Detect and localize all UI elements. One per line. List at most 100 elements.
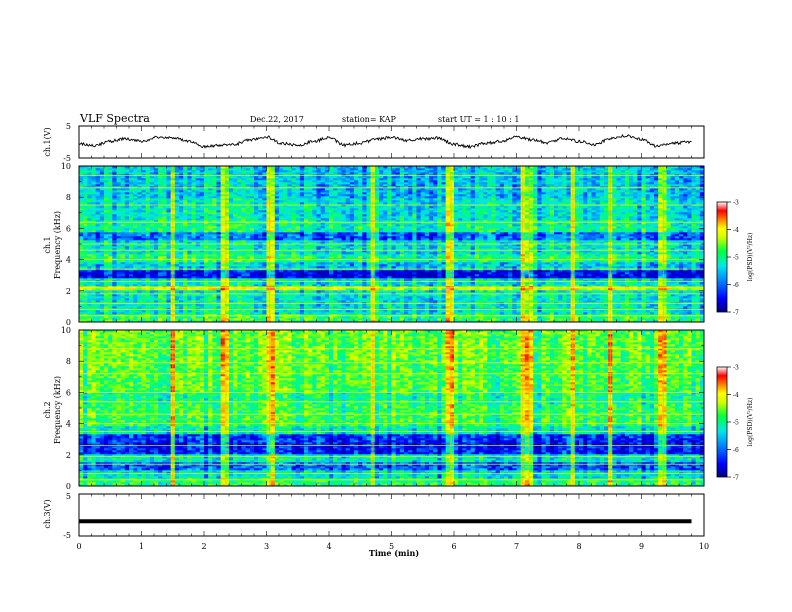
spectrogram-cell	[150, 252, 154, 254]
spectrogram-cell	[133, 206, 137, 208]
spectrogram-cell	[87, 190, 91, 192]
spectrogram-cell	[125, 230, 129, 232]
spectrogram-cell	[142, 274, 146, 276]
spectrogram-cell	[104, 296, 108, 298]
spectrogram-cell	[87, 284, 91, 286]
spectrogram-cell	[146, 172, 150, 174]
spectrogram-cell	[104, 170, 108, 172]
spectrogram-cell	[112, 206, 116, 208]
spectrogram-cell	[87, 206, 91, 208]
spectrogram-cell	[142, 312, 146, 314]
spectrogram-cell	[79, 218, 83, 220]
spectrogram-cell	[87, 306, 91, 308]
spectrogram-cell	[133, 264, 137, 266]
spectrogram-cell	[150, 276, 154, 278]
spectrogram-cell	[121, 184, 125, 186]
spectrogram-cell	[146, 168, 150, 170]
spectrogram-cell	[100, 294, 104, 296]
spectrogram-cell	[87, 180, 91, 182]
spectrogram-cell	[129, 276, 133, 278]
spectrogram-cell	[100, 178, 104, 180]
spectrogram-cell	[108, 184, 112, 186]
spectrogram-cell	[112, 282, 116, 284]
spectrogram-cell	[108, 238, 112, 240]
spectrogram-cell	[100, 168, 104, 170]
spectrogram-cell	[104, 246, 108, 248]
spectrogram-cell	[117, 182, 121, 184]
spectrogram-cell	[79, 206, 83, 208]
spectrogram-cell	[125, 228, 129, 230]
spectrogram-cell	[133, 284, 137, 286]
spectrogram-cell	[87, 264, 91, 266]
spectrogram-cell	[150, 224, 154, 226]
spectrogram-cell	[133, 182, 137, 184]
spectrogram-cell	[150, 284, 154, 286]
spectrogram-cell	[117, 240, 121, 242]
spectrogram-cell	[92, 236, 96, 238]
spectrogram-cell	[96, 252, 100, 254]
spectrogram-cell	[108, 276, 112, 278]
spectrogram-cell	[125, 246, 129, 248]
spectrogram-cell	[146, 206, 150, 208]
spectrogram-cell	[142, 246, 146, 248]
spectrogram-cell	[146, 318, 150, 320]
spectrogram-cell	[137, 282, 141, 284]
spectrogram-cell	[137, 192, 141, 194]
spectrogram-cell	[121, 262, 125, 264]
spectrogram-cell	[79, 246, 83, 248]
spectrogram-cell	[117, 196, 121, 198]
spectrogram-cell	[117, 176, 121, 178]
spectrogram-cell	[142, 180, 146, 182]
spectrogram-cell	[117, 294, 121, 296]
spectrogram-cell	[100, 306, 104, 308]
spectrogram-cell	[79, 240, 83, 242]
spectrogram-cell	[133, 260, 137, 262]
spectrogram-cell	[87, 188, 91, 190]
vlf-spectra-figure: VLF Spectra Dec.22, 2017 station= KAP st…	[0, 0, 792, 612]
spectrogram-cell	[146, 192, 150, 194]
spectrogram-cell	[79, 278, 83, 280]
spectrogram-cell	[96, 304, 100, 306]
spectrogram-cell	[133, 176, 137, 178]
spectrogram-cell	[150, 288, 154, 290]
spectrogram-cell	[108, 188, 112, 190]
spectrogram-cell	[96, 284, 100, 286]
spectrogram-cell	[83, 316, 87, 318]
spectrogram-cell	[154, 312, 158, 314]
spectrogram-cell	[137, 276, 141, 278]
spectrogram-cell	[112, 198, 116, 200]
spectrogram-cell	[121, 212, 125, 214]
spectrogram-cell	[92, 276, 96, 278]
spectrogram-cell	[142, 260, 146, 262]
spectrogram-cell	[150, 170, 154, 172]
spectrogram-cell	[146, 254, 150, 256]
spectrogram-cell	[108, 232, 112, 234]
spectrogram-cell	[87, 194, 91, 196]
spectrogram-cell	[96, 216, 100, 218]
spectrogram-cell	[137, 202, 141, 204]
spectrogram-cell	[83, 306, 87, 308]
spectrogram-cell	[133, 172, 137, 174]
spectrogram-cell	[96, 196, 100, 198]
spectrogram-cell	[96, 228, 100, 230]
spectrogram-cell	[117, 318, 121, 320]
spectrogram-cell	[117, 256, 121, 258]
spectrogram-cell	[142, 284, 146, 286]
spectrogram-cell	[83, 208, 87, 210]
spectrogram-cell	[104, 212, 108, 214]
spectrogram-cell	[108, 216, 112, 218]
spectrogram-cell	[96, 238, 100, 240]
spectrogram-cell	[87, 312, 91, 314]
spectrogram-cell	[96, 218, 100, 220]
spectrogram-cell	[137, 176, 141, 178]
spectrogram-cell	[121, 208, 125, 210]
spectrogram-cell	[117, 254, 121, 256]
spectrogram-cell	[142, 208, 146, 210]
spectrogram-cell	[100, 198, 104, 200]
spectrogram-cell	[150, 240, 154, 242]
spectrogram-cell	[121, 188, 125, 190]
spectrogram-cell	[150, 236, 154, 238]
spectrogram-cell	[79, 290, 83, 292]
spectrogram-cell	[96, 260, 100, 262]
spectrogram-cell	[125, 254, 129, 256]
